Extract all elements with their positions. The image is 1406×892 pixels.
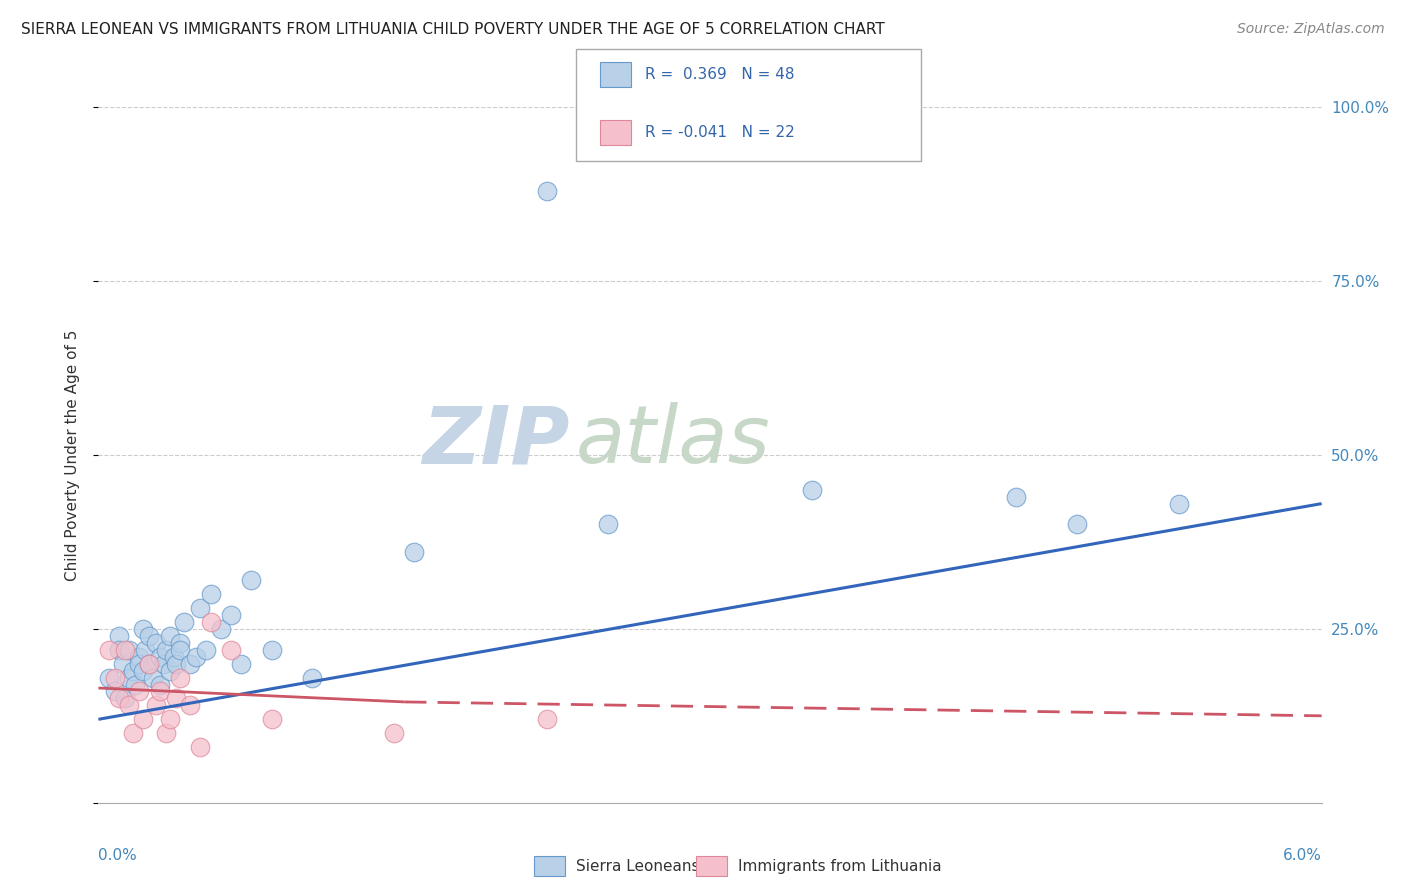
- Point: [801, 483, 824, 497]
- Point: [114, 691, 136, 706]
- Text: 0.0%: 0.0%: [98, 848, 138, 863]
- Text: R =  0.369   N = 48: R = 0.369 N = 48: [645, 68, 794, 82]
- Point: [260, 642, 283, 657]
- Point: [165, 657, 187, 671]
- Point: [382, 726, 405, 740]
- Point: [169, 636, 191, 650]
- Point: [152, 657, 174, 671]
- Point: [104, 671, 127, 685]
- Point: [118, 698, 141, 713]
- Point: [124, 677, 146, 691]
- Text: 6.0%: 6.0%: [1282, 848, 1322, 863]
- Text: Source: ZipAtlas.com: Source: ZipAtlas.com: [1237, 22, 1385, 37]
- Point: [195, 642, 218, 657]
- Point: [108, 629, 131, 643]
- Point: [159, 712, 181, 726]
- Point: [122, 664, 145, 678]
- Point: [97, 642, 120, 657]
- Point: [240, 573, 263, 587]
- Point: [209, 622, 232, 636]
- Text: Immigrants from Lithuania: Immigrants from Lithuania: [738, 859, 942, 873]
- Point: [536, 712, 558, 726]
- Point: [536, 184, 558, 198]
- Point: [200, 615, 222, 629]
- Point: [138, 657, 160, 671]
- Point: [108, 642, 131, 657]
- Point: [108, 691, 131, 706]
- Point: [179, 698, 201, 713]
- Point: [186, 649, 208, 664]
- Point: [1004, 490, 1026, 504]
- Point: [260, 712, 283, 726]
- Point: [145, 636, 167, 650]
- Point: [132, 622, 155, 636]
- Point: [132, 712, 155, 726]
- Point: [134, 642, 156, 657]
- Point: [1167, 497, 1189, 511]
- Point: [1066, 517, 1088, 532]
- Point: [118, 642, 141, 657]
- Text: R = -0.041   N = 22: R = -0.041 N = 22: [645, 126, 796, 140]
- Point: [138, 657, 160, 671]
- Point: [128, 649, 150, 664]
- Point: [159, 664, 181, 678]
- Point: [111, 657, 134, 671]
- Point: [149, 649, 172, 664]
- Point: [188, 740, 212, 755]
- Point: [155, 642, 177, 657]
- Point: [219, 642, 242, 657]
- Point: [169, 671, 191, 685]
- Point: [128, 684, 150, 698]
- Text: SIERRA LEONEAN VS IMMIGRANTS FROM LITHUANIA CHILD POVERTY UNDER THE AGE OF 5 COR: SIERRA LEONEAN VS IMMIGRANTS FROM LITHUA…: [21, 22, 884, 37]
- Point: [104, 684, 127, 698]
- Point: [149, 684, 172, 698]
- Y-axis label: Child Poverty Under the Age of 5: Child Poverty Under the Age of 5: [65, 329, 80, 581]
- Point: [145, 698, 167, 713]
- Point: [169, 642, 191, 657]
- Point: [138, 629, 160, 643]
- Text: ZIP: ZIP: [422, 402, 569, 480]
- Point: [128, 657, 150, 671]
- Point: [118, 671, 141, 685]
- Text: atlas: atlas: [575, 402, 770, 480]
- Point: [149, 677, 172, 691]
- Point: [165, 691, 187, 706]
- Point: [142, 671, 165, 685]
- Point: [163, 649, 186, 664]
- Point: [114, 642, 136, 657]
- Point: [404, 545, 426, 559]
- Point: [132, 664, 155, 678]
- Point: [301, 671, 323, 685]
- Point: [155, 726, 177, 740]
- Point: [173, 615, 195, 629]
- Point: [229, 657, 253, 671]
- Point: [200, 587, 222, 601]
- Point: [122, 726, 145, 740]
- Point: [219, 607, 242, 622]
- Point: [159, 629, 181, 643]
- Point: [596, 517, 619, 532]
- Text: Sierra Leoneans: Sierra Leoneans: [576, 859, 700, 873]
- Point: [97, 671, 120, 685]
- Point: [179, 657, 201, 671]
- Point: [188, 601, 212, 615]
